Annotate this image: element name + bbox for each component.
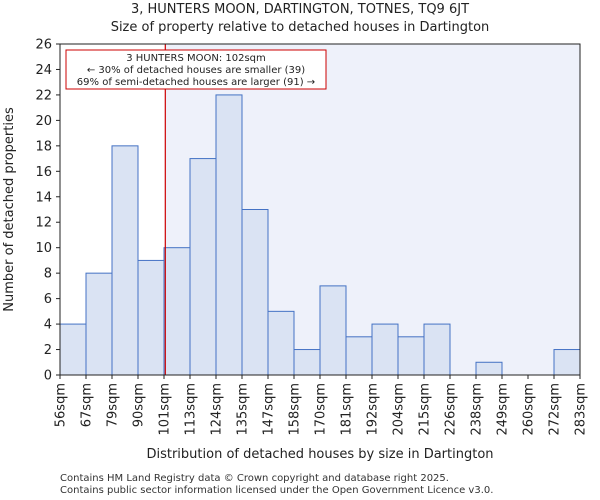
- bar-79sqm: [111, 145, 139, 376]
- y-tick-label: 20: [35, 114, 52, 129]
- footer-line-1: Contains HM Land Registry data © Crown c…: [60, 473, 449, 484]
- x-tick-label: 215sqm: [418, 383, 433, 436]
- annotation-line-3: 69% of semi-detached houses are larger (…: [77, 77, 315, 88]
- bar-158sqm: [293, 349, 321, 376]
- x-axis: 56sqm 67sqm 79sqm 90sqm 101sqm 113sqm 124sqm 13…: [54, 375, 589, 436]
- y-tick-label: 22: [35, 88, 52, 103]
- x-tick-label: 226sqm: [444, 383, 459, 436]
- x-tick-label: 260sqm: [522, 383, 537, 436]
- y-tick-label: 24: [35, 63, 52, 78]
- x-tick-label: 124sqm: [210, 383, 225, 436]
- y-tick-label: 26: [35, 38, 52, 53]
- x-tick-label: 283sqm: [574, 383, 589, 436]
- bar-147sqm: [267, 310, 295, 376]
- x-tick-label: 67sqm: [80, 383, 95, 427]
- x-axis-label: Distribution of detached houses by size …: [146, 447, 493, 462]
- x-tick-label: 90sqm: [132, 383, 147, 427]
- y-axis-label: Number of detached properties: [2, 107, 17, 312]
- bar-67sqm: [85, 272, 113, 376]
- y-tick-label: 2: [44, 343, 52, 358]
- x-tick-label: 135sqm: [236, 383, 251, 436]
- x-tick-label: 238sqm: [470, 383, 485, 436]
- y-tick-label: 12: [35, 216, 52, 231]
- bar-192sqm: [371, 323, 399, 376]
- y-tick-label: 4: [44, 318, 52, 333]
- bar-181sqm: [345, 336, 373, 376]
- x-tick-label: 192sqm: [366, 383, 381, 436]
- chart-title: 3, HUNTERS MOON, DARTINGTON, TOTNES, TQ9…: [130, 2, 470, 17]
- bar-204sqm: [397, 336, 425, 376]
- bar-113sqm: [189, 158, 217, 376]
- x-tick-label: 101sqm: [158, 383, 173, 436]
- bars-group: [59, 94, 581, 376]
- bar-101sqm: [163, 247, 191, 376]
- y-tick-label: 0: [44, 369, 52, 384]
- bar-56sqm: [59, 323, 87, 376]
- x-tick-label: 249sqm: [496, 383, 511, 436]
- bar-215sqm: [423, 323, 451, 376]
- x-tick-label: 204sqm: [392, 383, 407, 436]
- y-tick-label: 6: [44, 292, 52, 307]
- y-tick-label: 18: [35, 139, 52, 154]
- x-tick-label: 181sqm: [340, 383, 355, 436]
- bar-90sqm: [137, 259, 165, 376]
- annotation-frame: [65, 49, 327, 90]
- y-tick-label: 8: [44, 267, 52, 282]
- chart-subtitle: Size of property relative to detached ho…: [110, 20, 490, 35]
- x-tick-label: 272sqm: [548, 383, 563, 436]
- y-tick-label: 14: [35, 190, 52, 205]
- annotation-line-1: 3 HUNTERS MOON: 102sqm: [126, 53, 266, 64]
- x-tick-label: 79sqm: [106, 383, 121, 427]
- x-tick-label: 170sqm: [314, 383, 329, 436]
- footer-line-2: Contains public sector information licen…: [60, 485, 494, 496]
- y-tick-label: 16: [35, 165, 52, 180]
- bar-124sqm: [215, 94, 243, 376]
- annotation-box: 3 HUNTERS MOON: 102sqm ← 30% of detached…: [65, 49, 327, 90]
- bar-135sqm: [241, 209, 269, 376]
- bar-272sqm: [553, 349, 581, 376]
- x-tick-label: 147sqm: [262, 383, 277, 436]
- x-tick-label: 113sqm: [184, 383, 199, 436]
- bar-238sqm: [475, 361, 503, 376]
- x-tick-label: 56sqm: [54, 383, 69, 427]
- annotation-line-2: ← 30% of detached houses are smaller (39…: [87, 65, 305, 76]
- y-tick-label: 10: [35, 241, 52, 256]
- x-tick-label: 158sqm: [288, 383, 303, 436]
- bar-170sqm: [319, 285, 347, 376]
